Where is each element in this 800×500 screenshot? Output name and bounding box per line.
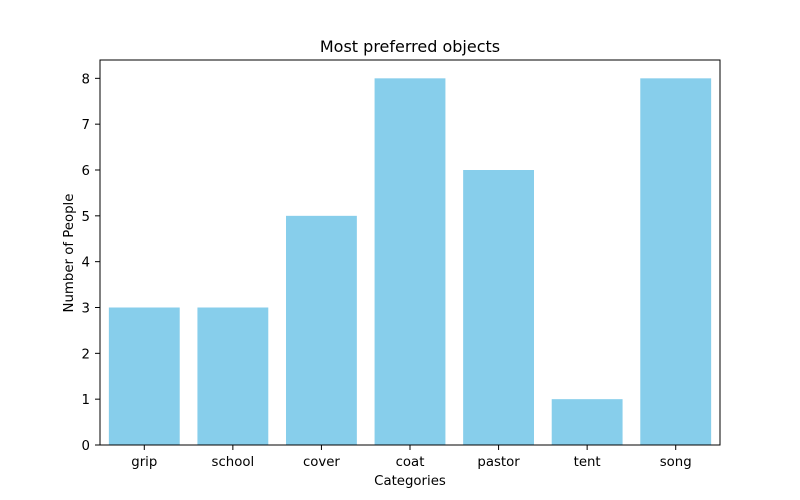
bar-cover [286,215,357,445]
x-tick-label: pastor [477,455,520,470]
bar-coat [374,78,446,445]
x-axis-label: Categories [374,474,446,489]
chart-title: Most preferred objects [320,37,500,56]
bar-grip [108,307,180,445]
y-axis-label: Number of People [62,194,77,313]
y-tick-label: 6 [82,164,90,179]
x-tick-label: song [660,455,692,470]
bar-tent [551,399,623,445]
axes-layer: grip school cover coat pastor tent song 0 1 2 3 4 5 6… [82,59,721,470]
x-tick-label: cover [303,455,340,470]
bar-school [197,307,269,445]
y-tick-label: 8 [82,72,90,87]
y-tick-label: 3 [82,302,90,317]
x-tick-label: coat [396,455,425,470]
y-tick-label: 7 [82,118,90,133]
bars-layer [108,78,712,445]
bar-song [640,78,712,445]
y-tick-label: 0 [82,439,90,454]
y-tick-label: 5 [82,210,90,225]
y-tick-label: 1 [82,393,90,408]
y-tick-label: 2 [82,347,90,362]
bar-pastor [463,170,534,445]
y-tick-label: 4 [82,256,90,271]
x-tick-label: grip [131,455,157,470]
x-tick-label: school [212,455,255,470]
x-tick-label: tent [574,455,601,470]
